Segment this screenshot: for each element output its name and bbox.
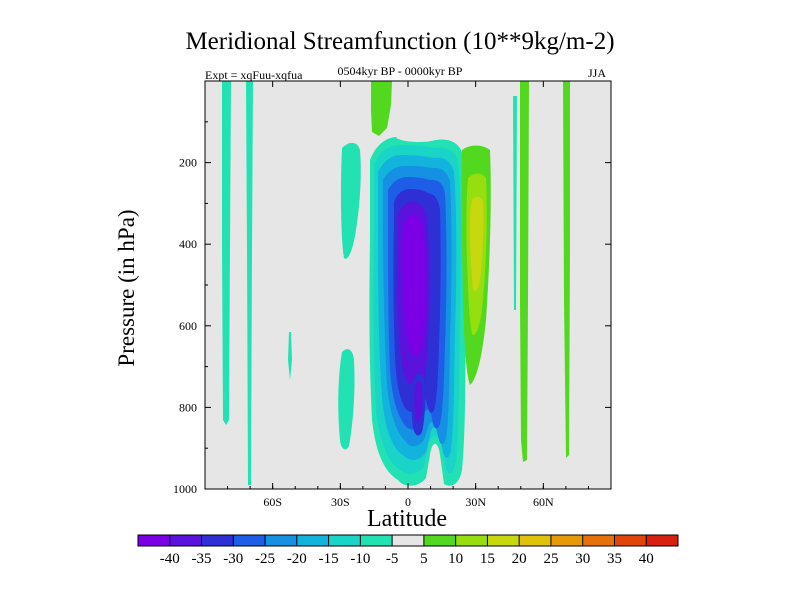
colorbar-swatch — [392, 535, 425, 546]
contour-cap-equator — [396, 129, 444, 142]
x-tick-label: 60N — [533, 495, 554, 509]
y-tick-label: 800 — [179, 400, 197, 414]
colorbar-swatch — [265, 535, 298, 546]
contour-band-western-a — [222, 81, 231, 425]
colorbar-label: 35 — [607, 551, 622, 567]
colorbar-swatch — [550, 535, 584, 546]
colorbar-label: -20 — [287, 551, 307, 567]
colorbar-label: -5 — [386, 551, 399, 567]
colorbar-swatch — [233, 535, 266, 546]
season-label: JJA — [588, 66, 607, 80]
colorbar-swatch — [455, 535, 488, 546]
colorbar-label: -10 — [350, 551, 370, 567]
colorbar-swatch — [138, 535, 171, 546]
axes: 60S 30S 0 30N 60N 200 400 600 800 1000 — [173, 81, 611, 509]
colorbar-label: -15 — [319, 551, 339, 567]
contour-blob-30s-lower — [338, 349, 355, 450]
x-tick-label: 30N — [465, 495, 486, 509]
colorbar-swatch — [487, 535, 520, 546]
x-tick-label: 0 — [405, 495, 411, 509]
contour-field — [205, 81, 611, 489]
y-tick-label: 200 — [179, 156, 197, 170]
colorbar-label: 20 — [512, 551, 527, 567]
colorbar: -40 -35 -30 -25 -20 -15 -10 -5 5 10 15 20 25 30 35 40 — [137, 534, 679, 567]
colorbar-swatch — [614, 535, 647, 546]
colorbar-label: 30 — [575, 551, 590, 567]
colorbar-frame — [137, 534, 679, 547]
colorbar-swatch — [296, 535, 329, 546]
colorbar-label: 15 — [480, 551, 495, 567]
colorbar-label: 40 — [639, 551, 654, 567]
colorbar-label: -25 — [255, 551, 275, 567]
colorbar-label: -30 — [223, 551, 243, 567]
contour-band-30n-level15 — [470, 196, 484, 292]
colorbar-label: 10 — [448, 551, 463, 567]
chart-title: Meridional Streamfunction (10**9kg/m-2) — [185, 28, 615, 55]
x-tick-label: 60S — [263, 495, 282, 509]
colorbar-label: -40 — [160, 551, 180, 567]
colorbar-swatch — [201, 535, 234, 546]
colorbar-swatch — [328, 535, 361, 546]
colorbar-label: 25 — [543, 551, 558, 567]
colorbar-swatch — [360, 535, 393, 546]
colorbar-label: -35 — [192, 551, 212, 567]
contour-band-western-b — [246, 81, 253, 485]
colorbar-label: 5 — [420, 551, 428, 567]
colorbar-swatch — [169, 535, 202, 546]
chart-subtitle: 0504kyr BP - 0000kyr BP — [337, 64, 463, 78]
x-axis-label: Latitude — [367, 506, 447, 532]
contour-green-upper-equator — [371, 81, 392, 136]
experiment-label: Expt = xqFuu-xqfua — [205, 68, 303, 82]
y-tick-label: 600 — [179, 319, 197, 333]
contour-blob-30s-upper — [340, 142, 361, 259]
contour-band-50n-cyan — [513, 96, 517, 310]
contour-level-minus40 — [402, 214, 426, 356]
contour-band-60n — [563, 81, 570, 458]
colorbar-swatch — [646, 535, 679, 546]
contour-lower-core-inner — [414, 381, 423, 423]
x-tick-label: 30S — [331, 495, 350, 509]
y-tick-label: 400 — [179, 237, 197, 251]
colorbar-swatch — [582, 535, 615, 546]
colorbar-swatch — [519, 535, 552, 546]
colorbar-swatch — [423, 535, 456, 546]
contour-band-western-c — [288, 332, 292, 380]
y-tick-label: 1000 — [173, 482, 197, 496]
contour-band-50n — [520, 81, 529, 462]
